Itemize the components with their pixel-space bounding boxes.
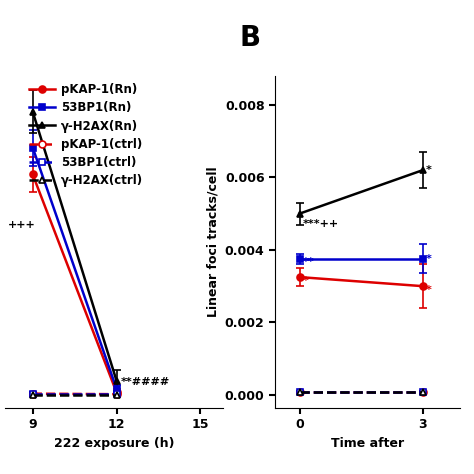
Text: **####: **#### [121,377,170,387]
Y-axis label: Linear foci tracks/cell: Linear foci tracks/cell [206,166,219,317]
Text: *: * [426,165,432,175]
Text: ***++: ***++ [303,219,339,229]
Text: *: * [426,254,432,264]
Text: B: B [239,24,261,52]
Text: +++: +++ [8,220,35,230]
Text: *: * [303,276,309,286]
Legend: pKAP-1(Rn), 53BP1(Rn), γ-H2AX(Rn), pKAP-1(ctrl), 53BP1(ctrl), γ-H2AX(ctrl): pKAP-1(Rn), 53BP1(Rn), γ-H2AX(Rn), pKAP-… [28,82,145,189]
X-axis label: 222 exposure (h): 222 exposure (h) [54,437,174,450]
Text: *: * [426,285,432,295]
Text: **: ** [303,256,315,266]
X-axis label: Time after: Time after [331,437,404,450]
